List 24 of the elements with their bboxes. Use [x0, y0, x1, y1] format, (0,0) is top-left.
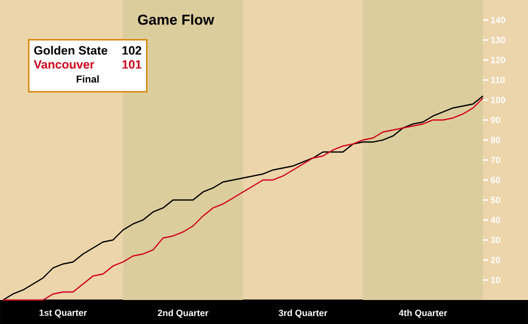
- y-tick-label: 100: [491, 96, 506, 104]
- y-tick-label: 120: [491, 56, 506, 64]
- y-tick-label: 60: [490, 176, 500, 184]
- x-tick-label: 1st Quarter: [40, 310, 87, 318]
- annotation: Final: [76, 75, 99, 83]
- x-tick-label: 4th Quarter: [398, 310, 448, 318]
- x-tick-label: 3rd Quarter: [278, 310, 328, 318]
- y-tick-label: 110: [491, 76, 505, 84]
- y-tick-label: 10: [491, 276, 500, 284]
- y-tick-label: 50: [490, 196, 500, 204]
- y-tick-label: 70: [490, 156, 500, 164]
- text: Golden State: [34, 46, 108, 55]
- x-tick-label: 2nd Quarter: [158, 310, 208, 318]
- annotation: 102: [122, 46, 142, 55]
- y-tick-label: 20: [490, 256, 500, 264]
- text: Vancouver: [34, 60, 94, 69]
- y-tick-label: 90: [490, 116, 500, 124]
- annotation: 101: [122, 60, 142, 69]
- y-tick-label: 80: [490, 136, 500, 144]
- y-tick-label: 140: [491, 16, 506, 24]
- y-tick-label: 130: [491, 36, 506, 44]
- text: Game Flow: [138, 14, 214, 25]
- y-tick-label: 40: [490, 216, 500, 224]
- y-tick-label: 30: [490, 236, 500, 244]
